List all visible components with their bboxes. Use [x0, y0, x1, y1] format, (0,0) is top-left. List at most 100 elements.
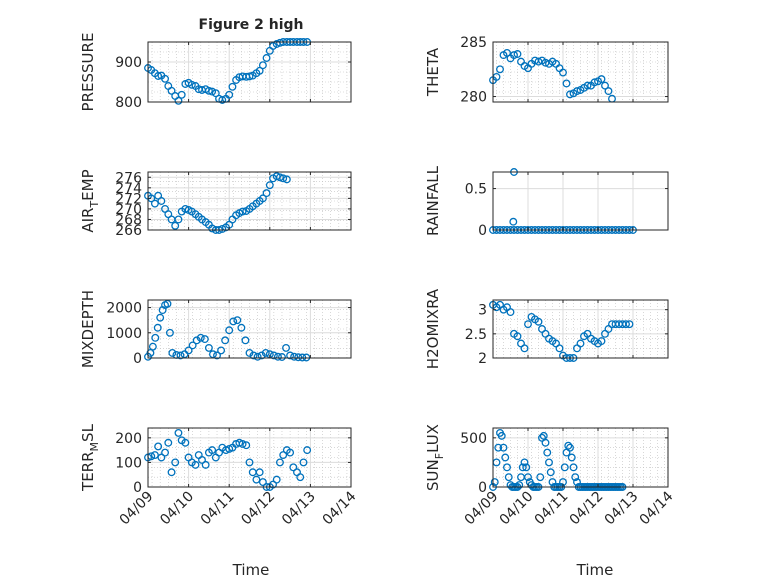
data-point — [165, 328, 174, 337]
data-point — [545, 458, 553, 467]
y-tick-label: 280 — [460, 90, 487, 106]
data-point — [249, 351, 258, 360]
data-point — [217, 346, 226, 355]
data-point — [494, 443, 503, 452]
x-tick-label: 04/10 — [157, 489, 197, 529]
data-point — [543, 448, 552, 457]
data-point — [245, 349, 254, 357]
data-point — [174, 215, 183, 224]
data-point — [161, 74, 170, 83]
data-point — [510, 51, 518, 60]
y-tick-label: 266 — [115, 223, 142, 239]
data-point — [499, 443, 508, 452]
x-axis-label-right: Time — [576, 561, 614, 579]
data-point — [198, 456, 206, 464]
data-point — [157, 453, 166, 462]
data-point — [282, 175, 291, 184]
y-tick-label: 0 — [478, 223, 487, 239]
plot-background — [493, 172, 668, 230]
data-point — [153, 323, 162, 332]
data-point — [506, 308, 515, 317]
data-point — [157, 197, 166, 205]
data-point — [503, 463, 511, 472]
data-point — [255, 468, 264, 477]
data-point — [188, 341, 197, 350]
subplot-pressure: 800 900 PRESSURE — [79, 33, 352, 111]
data-point — [560, 463, 569, 472]
y-tick-label: 100 — [115, 455, 142, 471]
data-point — [257, 351, 266, 360]
data-point — [255, 66, 264, 75]
axes-frame — [492, 299, 669, 359]
data-point — [218, 96, 227, 104]
data-point — [546, 468, 555, 477]
data-point — [555, 344, 564, 353]
axes-frame — [492, 427, 669, 488]
x-tick-label: 04/14 — [320, 488, 360, 528]
y-tick-label: 274 — [115, 181, 142, 197]
series-markers — [489, 300, 634, 362]
x-tick-label: 04/10 — [497, 489, 537, 529]
data-point — [167, 86, 176, 95]
data-point — [566, 90, 574, 99]
data-point — [496, 65, 504, 74]
data-point — [282, 343, 290, 352]
data-point — [504, 473, 513, 482]
data-point — [204, 86, 213, 95]
data-point — [176, 351, 185, 360]
data-point — [569, 463, 578, 472]
y-tick-label: 900 — [115, 55, 142, 71]
data-point — [201, 460, 210, 469]
subplot-h2omixra: 2 2.5 3 H2OMIXRA — [424, 288, 669, 369]
data-point — [541, 438, 550, 447]
subplot-rainfall: 0 0.5 RAINFALL — [424, 165, 669, 239]
y-axis-label: H2OMIXRA — [424, 288, 442, 369]
data-point — [272, 475, 281, 484]
x-tick-label: 04/13 — [279, 489, 319, 529]
data-point — [154, 442, 163, 451]
y-axis-label: MIXDEPTH — [79, 290, 97, 368]
axes-frame — [147, 299, 352, 359]
data-point — [151, 333, 160, 342]
data-point — [184, 346, 193, 355]
data-point — [296, 473, 305, 482]
x-tick-label: 04/14 — [637, 488, 677, 528]
data-point — [171, 458, 180, 467]
data-point — [258, 61, 267, 70]
y-axis-label: AIRTEMP — [79, 169, 101, 232]
data-point — [164, 438, 173, 447]
data-point — [148, 342, 157, 351]
data-point — [150, 199, 159, 208]
data-point — [171, 221, 180, 230]
data-point — [273, 352, 282, 361]
data-point — [524, 473, 532, 482]
data-point — [604, 87, 613, 96]
data-point — [564, 441, 573, 450]
y-tick-label: 0 — [478, 480, 487, 496]
series-markers — [144, 172, 291, 234]
data-point — [156, 313, 165, 322]
data-point — [187, 80, 196, 89]
axes-frame — [492, 171, 669, 231]
data-point — [241, 336, 250, 345]
data-point — [520, 458, 529, 467]
data-point — [573, 87, 581, 96]
data-point — [150, 451, 159, 459]
data-point — [196, 333, 205, 342]
data-point — [567, 453, 576, 462]
y-tick-label: 270 — [115, 202, 142, 218]
data-point — [269, 351, 278, 360]
y-tick-label: 2000 — [106, 301, 142, 317]
data-point — [174, 428, 183, 437]
data-point — [233, 316, 242, 325]
data-point — [490, 478, 499, 487]
y-axis-label: THETA — [424, 47, 442, 97]
data-point — [208, 87, 217, 96]
data-point — [276, 458, 284, 467]
data-point — [539, 431, 548, 440]
data-point — [566, 443, 574, 452]
data-point — [576, 339, 585, 348]
y-axis-label: SUNFLUX — [424, 424, 446, 491]
